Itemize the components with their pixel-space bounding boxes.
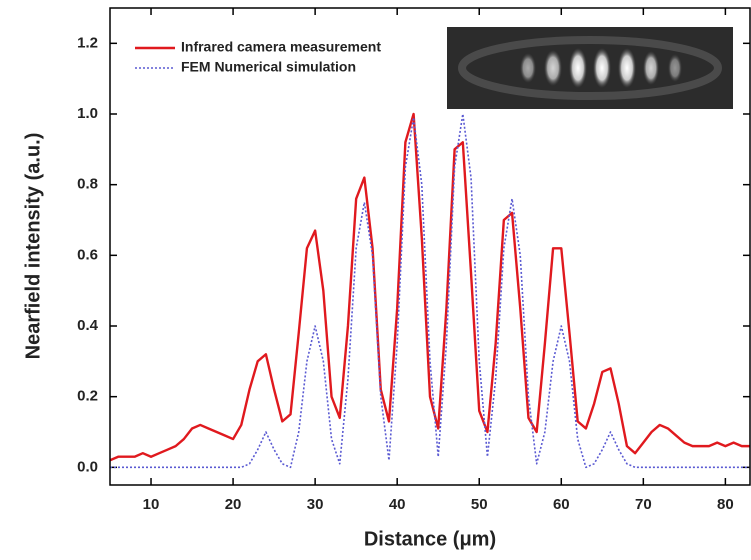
y-tick-label: 0.2 [77, 388, 98, 405]
legend-label: FEM Numerical simulation [181, 59, 356, 75]
y-tick-label: 0.0 [77, 458, 98, 475]
x-axis-title: Distance (μm) [364, 528, 496, 550]
x-tick-label: 20 [225, 496, 242, 513]
y-tick-label: 0.6 [77, 246, 98, 263]
x-tick-label: 80 [717, 496, 734, 513]
y-tick-label: 0.4 [77, 317, 99, 334]
y-tick-label: 0.8 [77, 176, 98, 193]
inset-image [447, 27, 733, 109]
y-tick-label: 1.0 [77, 105, 98, 122]
series-line [110, 113, 750, 469]
x-tick-label: 70 [635, 496, 652, 513]
x-tick-label: 30 [307, 496, 324, 513]
legend-label: Infrared camera measurement [181, 39, 381, 55]
x-tick-label: 60 [553, 496, 570, 513]
x-tick-label: 10 [143, 496, 160, 513]
x-tick-label: 50 [471, 496, 488, 513]
y-axis-title: Nearfield intensity (a.u.) [22, 133, 44, 360]
plot-frame [109, 7, 751, 486]
y-tick-label: 1.2 [77, 34, 98, 51]
x-tick-label: 40 [389, 496, 406, 513]
series-line [109, 112, 750, 462]
